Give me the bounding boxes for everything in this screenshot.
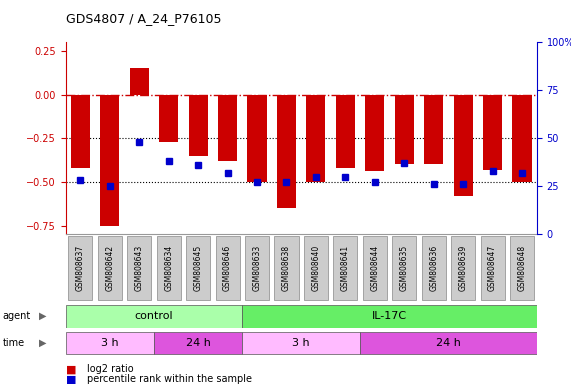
- Bar: [71, 94, 90, 168]
- FancyBboxPatch shape: [66, 305, 242, 328]
- Text: 24 h: 24 h: [186, 338, 211, 348]
- Bar: [336, 94, 355, 168]
- Bar: [247, 94, 267, 182]
- Text: GSM808634: GSM808634: [164, 245, 173, 291]
- Bar: [483, 94, 502, 170]
- Bar: [277, 94, 296, 208]
- Text: ▶: ▶: [39, 311, 46, 321]
- Text: GSM808640: GSM808640: [311, 245, 320, 291]
- Text: GSM808642: GSM808642: [105, 245, 114, 291]
- Text: GSM808633: GSM808633: [252, 245, 262, 291]
- Text: IL-17C: IL-17C: [372, 311, 407, 321]
- Bar: [365, 94, 384, 171]
- Bar: [218, 94, 237, 161]
- Text: 24 h: 24 h: [436, 338, 461, 348]
- FancyBboxPatch shape: [481, 236, 505, 300]
- FancyBboxPatch shape: [275, 236, 299, 300]
- Text: GSM808637: GSM808637: [76, 245, 85, 291]
- Text: GSM808644: GSM808644: [371, 245, 379, 291]
- Text: GSM808646: GSM808646: [223, 245, 232, 291]
- Text: GSM808645: GSM808645: [194, 245, 203, 291]
- Text: time: time: [3, 338, 25, 348]
- FancyBboxPatch shape: [66, 332, 154, 354]
- FancyBboxPatch shape: [421, 236, 446, 300]
- FancyBboxPatch shape: [242, 332, 360, 354]
- Bar: [307, 94, 325, 182]
- Bar: [100, 94, 119, 225]
- Bar: [130, 68, 149, 94]
- FancyBboxPatch shape: [360, 332, 537, 354]
- Text: GDS4807 / A_24_P76105: GDS4807 / A_24_P76105: [66, 12, 221, 25]
- FancyBboxPatch shape: [69, 236, 93, 300]
- Bar: [424, 94, 443, 164]
- FancyBboxPatch shape: [304, 236, 328, 300]
- FancyBboxPatch shape: [156, 236, 181, 300]
- Text: 3 h: 3 h: [292, 338, 310, 348]
- Text: 3 h: 3 h: [101, 338, 119, 348]
- Text: log2 ratio: log2 ratio: [87, 364, 134, 374]
- Text: GSM808643: GSM808643: [135, 245, 144, 291]
- FancyBboxPatch shape: [392, 236, 416, 300]
- FancyBboxPatch shape: [363, 236, 387, 300]
- FancyBboxPatch shape: [245, 236, 269, 300]
- Bar: [512, 94, 532, 182]
- Bar: [395, 94, 414, 164]
- Text: control: control: [135, 311, 174, 321]
- FancyBboxPatch shape: [451, 236, 475, 300]
- Text: percentile rank within the sample: percentile rank within the sample: [87, 374, 252, 384]
- FancyBboxPatch shape: [510, 236, 534, 300]
- Bar: [453, 94, 473, 196]
- FancyBboxPatch shape: [98, 236, 122, 300]
- Text: GSM808648: GSM808648: [517, 245, 526, 291]
- Text: GSM808638: GSM808638: [282, 245, 291, 291]
- Text: GSM808641: GSM808641: [341, 245, 350, 291]
- FancyBboxPatch shape: [333, 236, 357, 300]
- FancyBboxPatch shape: [186, 236, 210, 300]
- FancyBboxPatch shape: [242, 305, 537, 328]
- Text: agent: agent: [3, 311, 31, 321]
- FancyBboxPatch shape: [127, 236, 151, 300]
- Text: GSM808647: GSM808647: [488, 245, 497, 291]
- Text: GSM808635: GSM808635: [400, 245, 409, 291]
- Text: GSM808636: GSM808636: [429, 245, 438, 291]
- Bar: [159, 94, 178, 142]
- Text: ■: ■: [66, 374, 76, 384]
- FancyBboxPatch shape: [215, 236, 240, 300]
- FancyBboxPatch shape: [154, 332, 242, 354]
- Text: ■: ■: [66, 364, 76, 374]
- Text: ▶: ▶: [39, 338, 46, 348]
- Bar: [188, 94, 208, 156]
- Text: GSM808639: GSM808639: [459, 245, 468, 291]
